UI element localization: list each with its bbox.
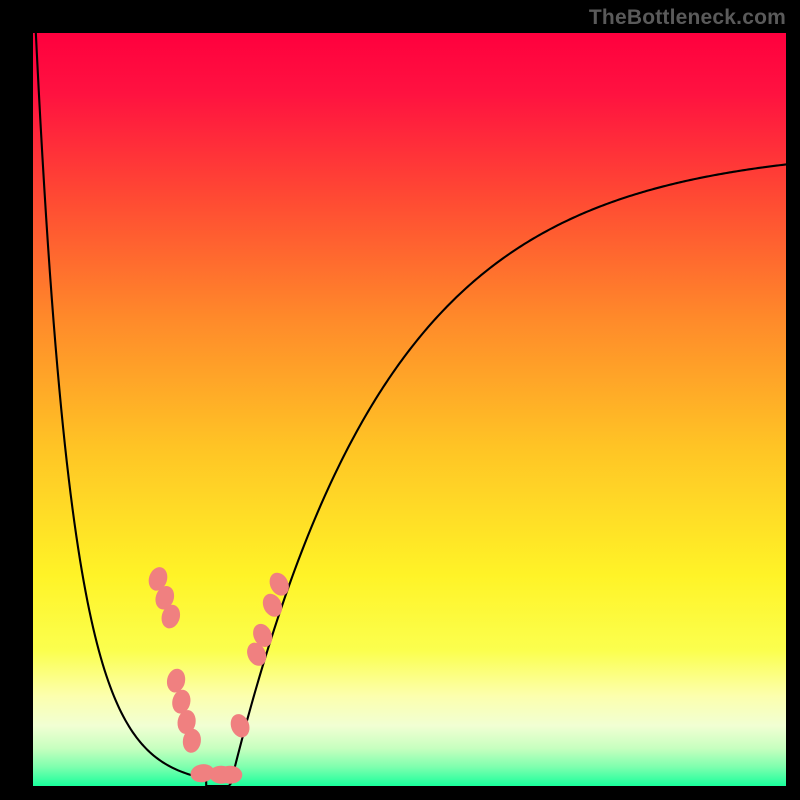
watermark-text: TheBottleneck.com [589,6,786,30]
chart-svg [0,0,800,800]
bottleneck-curve [36,33,786,786]
chart-stage: TheBottleneck.com [0,0,800,800]
dot-layer [146,565,293,784]
